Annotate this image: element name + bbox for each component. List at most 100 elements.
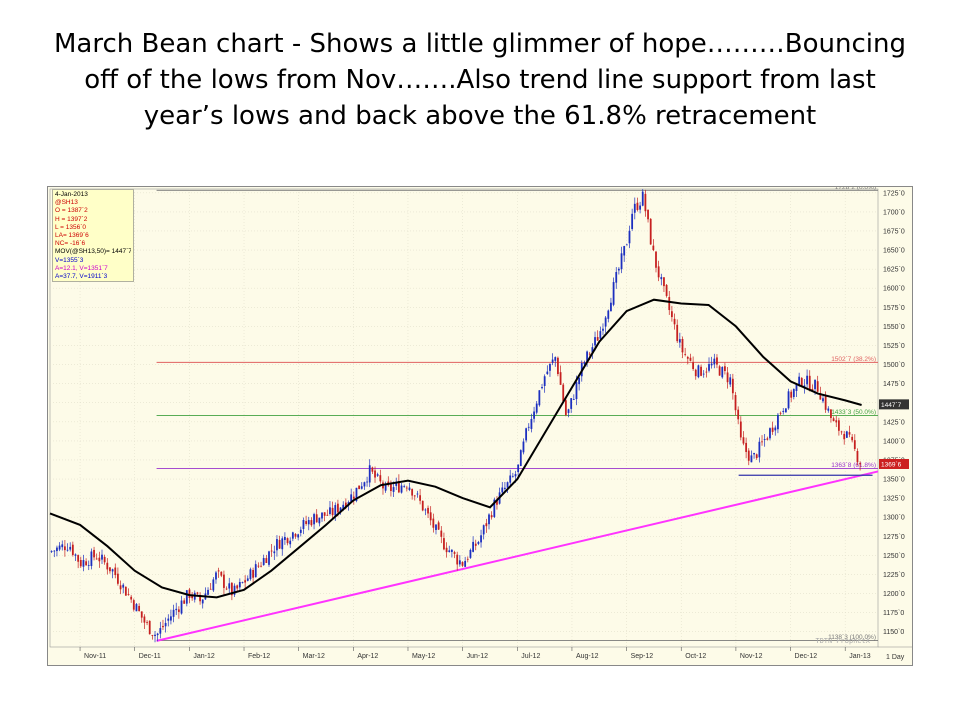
candle-body <box>87 565 90 567</box>
candle-body <box>56 547 58 552</box>
candle-body <box>543 376 546 386</box>
candle-body <box>403 486 406 487</box>
candle-body <box>716 357 718 365</box>
candle-body <box>519 450 522 467</box>
candle-body <box>119 585 122 590</box>
candle-body <box>424 509 427 511</box>
candle-body <box>132 600 135 610</box>
candle-body <box>252 569 254 578</box>
candle-body <box>432 518 435 528</box>
slide-title: March Bean chart - Shows a little glimme… <box>40 26 920 134</box>
candle-body <box>822 398 824 402</box>
candle-body <box>368 465 371 483</box>
candle-body <box>737 409 740 420</box>
candle-body <box>77 555 80 562</box>
retracement-label: 1728`2 (0.0%) <box>835 187 876 191</box>
candle-body <box>766 438 769 440</box>
candle-body <box>405 487 408 489</box>
candle-body <box>843 433 846 440</box>
candle-body <box>522 441 525 453</box>
candle-body <box>289 540 292 545</box>
candle-body <box>93 549 95 558</box>
candle-body <box>175 608 178 611</box>
candle-body <box>771 427 774 432</box>
legend-item: LA= 1369`6 <box>55 232 89 240</box>
candle-body <box>671 311 673 318</box>
candle-body <box>517 464 520 473</box>
candle-body <box>488 514 490 525</box>
candle-body <box>533 411 535 419</box>
candle-body <box>742 437 745 444</box>
candle-body <box>458 560 461 565</box>
interval-label: 1 Day <box>886 654 905 661</box>
candle-body <box>294 533 297 537</box>
candle-body <box>262 558 265 566</box>
candle-body <box>50 551 53 552</box>
candle-body <box>466 558 469 560</box>
y-tick-label: 1725`0 <box>883 190 905 197</box>
retracement-label: 1502`7 (38.2%) <box>831 356 876 363</box>
candle-body <box>811 388 814 391</box>
candle-body <box>731 378 734 394</box>
x-tick-label: Apr-12 <box>357 653 378 660</box>
candle-body <box>792 389 795 397</box>
candle-body <box>623 246 626 256</box>
candle-body <box>350 494 353 503</box>
candle-body <box>236 585 239 589</box>
y-tick-label: 1700`0 <box>883 209 905 216</box>
candle-body <box>745 442 748 452</box>
candle-body <box>530 418 533 429</box>
candle-body <box>241 582 244 584</box>
x-tick-label: Jan-12 <box>193 653 215 660</box>
candle-body <box>98 557 101 562</box>
candle-body <box>779 412 782 414</box>
x-tick-label: Mar-12 <box>303 653 325 660</box>
candle-body <box>639 205 641 210</box>
candle-body <box>652 245 655 251</box>
candle-body <box>663 277 665 287</box>
legend-item: O = 1387`2 <box>55 207 88 215</box>
candle-body <box>143 616 146 623</box>
candle-body <box>644 193 647 212</box>
plot-area <box>49 188 879 648</box>
candle-body <box>376 474 379 476</box>
candle-body <box>130 596 133 600</box>
candle-body <box>705 371 708 373</box>
candle-body <box>806 375 808 385</box>
candle-body <box>79 559 82 567</box>
candle-body <box>753 453 755 455</box>
candle-body <box>525 428 528 441</box>
candle-body <box>628 230 631 244</box>
candle-body <box>228 583 231 589</box>
candle-body <box>615 272 618 283</box>
candle-body <box>808 375 811 391</box>
candle-body <box>450 549 453 552</box>
price-tag-label: 1369`6 <box>881 461 902 468</box>
candle-body <box>82 560 85 567</box>
candle-body <box>665 284 668 296</box>
candle-body <box>657 266 660 278</box>
candle-body <box>631 213 634 230</box>
candle-body <box>207 589 209 595</box>
candle-body <box>254 564 257 578</box>
legend-item: @SH13 <box>55 199 78 207</box>
candle-body <box>172 609 175 617</box>
candle-body <box>215 572 217 580</box>
candle-body <box>673 318 676 325</box>
candle-body <box>567 409 570 413</box>
retracement-label: 1138`3 (100.0%) <box>828 634 876 641</box>
candle-body <box>379 475 382 482</box>
candle-body <box>612 282 615 305</box>
candle-body <box>156 633 159 636</box>
candle-body <box>225 588 228 590</box>
y-tick-label: 1325`0 <box>883 496 905 503</box>
candle-body <box>774 427 777 431</box>
candle-body <box>591 347 594 353</box>
candle-body <box>535 403 538 413</box>
candle-body <box>363 482 366 487</box>
legend-item: A=12.1, V=1351`7 <box>55 264 108 272</box>
legend-item: H = 1397`2 <box>55 215 88 223</box>
candle-body <box>511 475 514 477</box>
moving-average-line <box>49 298 862 599</box>
y-tick-label: 1575`0 <box>883 305 905 312</box>
